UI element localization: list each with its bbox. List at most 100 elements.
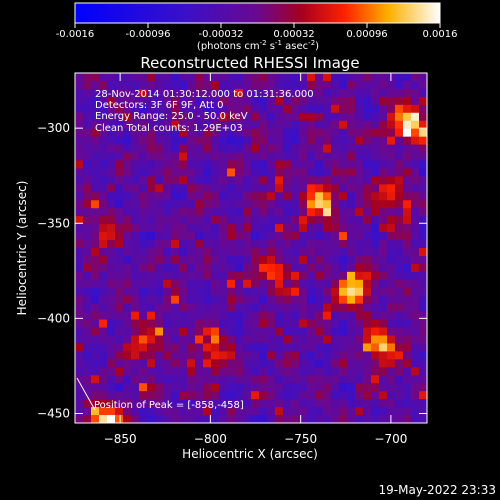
heatmap-cell — [203, 343, 212, 352]
heatmap-cell — [267, 240, 276, 249]
heatmap-cell — [219, 184, 228, 193]
heatmap-cell — [195, 311, 204, 321]
heatmap-cell — [411, 335, 420, 345]
heatmap-cell — [203, 359, 212, 368]
heatmap-cell — [171, 303, 180, 313]
heatmap-cell — [91, 279, 100, 289]
heatmap-cell — [243, 335, 252, 345]
heatmap-cell — [323, 184, 332, 193]
heatmap-cell — [347, 73, 356, 82]
heatmap-cell — [155, 104, 164, 114]
heatmap-cell — [131, 399, 140, 408]
heatmap-cell — [339, 399, 348, 408]
heatmap-cell — [275, 287, 284, 297]
heatmap-cell — [275, 88, 284, 98]
heatmap-cell — [339, 407, 348, 416]
heatmap-cell — [203, 311, 212, 321]
heatmap-cell — [83, 176, 92, 185]
heatmap-cell — [163, 152, 172, 162]
heatmap-cell — [259, 343, 268, 352]
heatmap-cell — [155, 303, 164, 313]
heatmap-cell — [387, 160, 396, 170]
heatmap-cell — [307, 271, 316, 281]
heatmap-cell — [155, 73, 164, 82]
heatmap-cell — [211, 319, 220, 329]
heatmap-cell — [107, 391, 116, 400]
heatmap-cell — [139, 399, 148, 408]
heatmap-cell — [155, 184, 164, 193]
heatmap-cell — [331, 319, 340, 329]
heatmap-cell — [315, 88, 324, 98]
heatmap-cell — [235, 311, 244, 321]
heatmap-cell — [403, 192, 412, 201]
heatmap-cell — [203, 168, 212, 177]
heatmap-cell — [91, 160, 100, 170]
heatmap-cell — [131, 279, 140, 289]
heatmap-cell — [179, 375, 188, 384]
heatmap-cell — [99, 160, 108, 170]
heatmap-cell — [347, 168, 356, 177]
heatmap-cell — [299, 88, 308, 98]
plot-frame — [74, 72, 428, 424]
heatmap-cell — [331, 152, 340, 162]
heatmap-cell — [299, 407, 308, 416]
heatmap-cell — [387, 104, 396, 114]
heatmap-cell — [83, 240, 92, 249]
heatmap-cell — [347, 232, 356, 241]
heatmap-cell — [75, 152, 84, 162]
heatmap-cell — [187, 271, 196, 281]
heatmap-cell — [275, 311, 284, 321]
heatmap-cell — [387, 152, 396, 162]
heatmap-cell — [211, 224, 220, 233]
heatmap-cell — [291, 343, 300, 352]
heatmap-cell — [403, 88, 412, 98]
heatmap-cell — [227, 399, 236, 408]
heatmap-cell — [179, 248, 188, 257]
heatmap-cell — [211, 216, 220, 225]
heatmap-cell — [419, 136, 427, 146]
heatmap-cell — [267, 192, 276, 201]
heatmap-cell — [315, 112, 324, 122]
heatmap-cell — [411, 96, 420, 106]
heatmap-cell — [211, 168, 220, 177]
heatmap-cell — [307, 319, 316, 329]
heatmap-cell — [379, 351, 388, 360]
heatmap-cell — [267, 184, 276, 193]
heatmap-cell — [411, 263, 420, 273]
heatmap-cell — [379, 136, 388, 146]
heatmap-cell — [187, 343, 196, 352]
heatmap-cell — [331, 88, 340, 98]
heatmap-cell — [83, 248, 92, 257]
heatmap-cell — [371, 367, 380, 376]
heatmap-cell — [419, 240, 427, 249]
heatmap-cell — [387, 88, 396, 98]
heatmap-cell — [283, 399, 292, 408]
heatmap-cell — [187, 319, 196, 329]
heatmap-cell — [363, 367, 372, 376]
heatmap-cell — [355, 216, 364, 225]
heatmap-cell — [235, 295, 244, 305]
heatmap-cell — [163, 279, 172, 289]
heatmap-cell — [123, 208, 132, 217]
heatmap-cell — [235, 391, 244, 400]
heatmap-cell — [411, 367, 420, 376]
heatmap-cell — [331, 351, 340, 360]
heatmap-cell — [91, 136, 100, 146]
heatmap-cell — [403, 319, 412, 329]
heatmap-cell — [139, 415, 148, 423]
heatmap-cell — [395, 367, 404, 376]
heatmap-cell — [339, 263, 348, 273]
heatmap-cell — [219, 240, 228, 249]
heatmap-cell — [403, 255, 412, 265]
heatmap-cell — [379, 160, 388, 170]
heatmap-cell — [307, 112, 316, 122]
heatmap-cell — [331, 192, 340, 201]
heatmap-cell — [139, 216, 148, 225]
heatmap-cell — [171, 343, 180, 352]
heatmap-cell — [147, 216, 156, 225]
heatmap-cell — [179, 152, 188, 162]
heatmap-cell — [163, 335, 172, 345]
heatmap-cell — [307, 255, 316, 265]
heatmap-cell — [243, 359, 252, 368]
heatmap-cell — [171, 311, 180, 321]
